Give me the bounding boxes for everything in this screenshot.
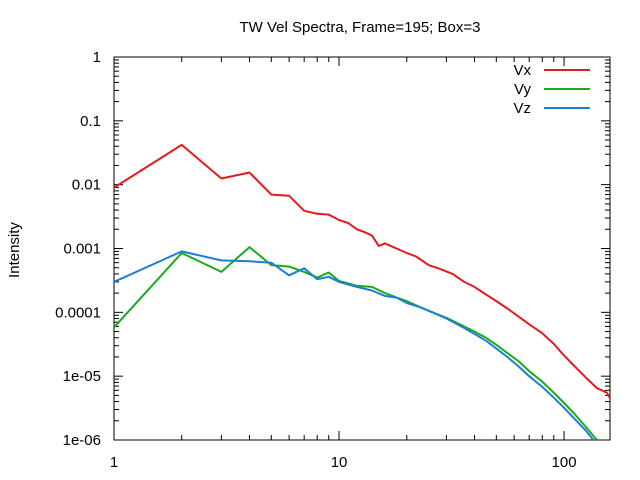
legend: Vx Vy Vz xyxy=(513,62,590,117)
series-line-vx xyxy=(114,143,610,399)
series-line-vz xyxy=(114,250,595,440)
series-layer xyxy=(114,143,610,440)
y-axis-label: Intensity xyxy=(6,222,23,278)
y-tick-label: 1e-06 xyxy=(63,432,101,449)
ticks-layer: 1 0.1 0.01 0.001 0.0001 1e-05 1e-06 1 10 100 xyxy=(55,49,610,471)
series-line-vy xyxy=(114,246,598,440)
y-tick-label: 1 xyxy=(93,49,101,66)
legend-label-vz: Vz xyxy=(513,100,531,117)
y-tick-label: 0.0001 xyxy=(55,304,101,321)
x-tick-label: 100 xyxy=(552,454,577,471)
y-tick-label: 0.001 xyxy=(63,241,101,258)
y-tick-label: 1e-05 xyxy=(63,368,101,385)
x-tick-label: 10 xyxy=(331,454,348,471)
x-tick-label: 1 xyxy=(110,454,118,471)
y-tick-label: 0.01 xyxy=(72,177,101,194)
y-tick-label: 0.1 xyxy=(80,113,101,130)
chart-title: TW Vel Spectra, Frame=195; Box=3 xyxy=(240,19,481,36)
legend-label-vx: Vx xyxy=(513,62,531,79)
legend-label-vy: Vy xyxy=(514,81,531,98)
